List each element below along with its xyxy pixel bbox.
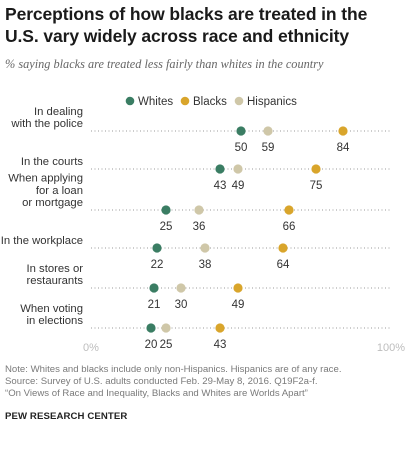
data-label: 59 (262, 142, 275, 154)
data-point (284, 205, 293, 214)
data-point (194, 205, 203, 214)
data-label: 21 (148, 299, 161, 311)
data-label: 43 (214, 339, 227, 351)
category-label: When voting in elections (20, 303, 83, 327)
legend-marker (181, 97, 190, 106)
data-label: 25 (160, 221, 173, 233)
data-label: 49 (232, 299, 245, 311)
data-point (338, 126, 347, 135)
category-label: In the courts (21, 156, 84, 168)
data-label: 50 (235, 142, 248, 154)
data-label: 49 (232, 180, 245, 192)
x-tick-label: 0% (83, 342, 99, 354)
source-line: Source: Survey of U.S. adults conducted … (5, 376, 407, 388)
data-point (176, 283, 185, 292)
legend-label: Whites (138, 96, 173, 108)
data-point (215, 323, 224, 332)
data-label: 20 (145, 339, 158, 351)
category-label: When applying for a loan or mortgage (8, 173, 83, 209)
data-point (233, 164, 242, 173)
data-label: 30 (175, 299, 188, 311)
legend-marker (235, 97, 244, 106)
data-point (200, 243, 209, 252)
data-point (215, 164, 224, 173)
data-label: 43 (214, 180, 227, 192)
data-point (161, 323, 170, 332)
category-label: In dealing with the police (10, 106, 83, 130)
data-point (236, 126, 245, 135)
chart-notes: Note: Whites and blacks include only non… (5, 364, 407, 401)
data-point (152, 243, 161, 252)
category-label: In stores or restaurants (26, 263, 83, 287)
legend-marker (126, 97, 135, 106)
data-label: 36 (193, 221, 206, 233)
data-point (146, 323, 155, 332)
data-label: 25 (160, 339, 173, 351)
data-point (161, 205, 170, 214)
data-point (311, 164, 320, 173)
note-line: Note: Whites and blacks include only non… (5, 364, 407, 376)
data-label: 75 (310, 180, 323, 192)
data-point (263, 126, 272, 135)
legend-label: Blacks (193, 96, 227, 108)
data-point (233, 283, 242, 292)
x-tick-label: 100% (377, 342, 405, 354)
data-label: 22 (151, 259, 164, 271)
legend-label: Hispanics (247, 96, 297, 108)
report-title-line: “On Views of Race and Inequality, Blacks… (5, 388, 407, 400)
data-label: 66 (283, 221, 296, 233)
brand-logo-text: PEW RESEARCH CENTER (5, 411, 127, 422)
data-point (149, 283, 158, 292)
data-label: 64 (277, 259, 290, 271)
data-label: 84 (337, 142, 350, 154)
data-point (278, 243, 287, 252)
category-label: In the workplace (1, 235, 83, 247)
data-label: 38 (199, 259, 212, 271)
